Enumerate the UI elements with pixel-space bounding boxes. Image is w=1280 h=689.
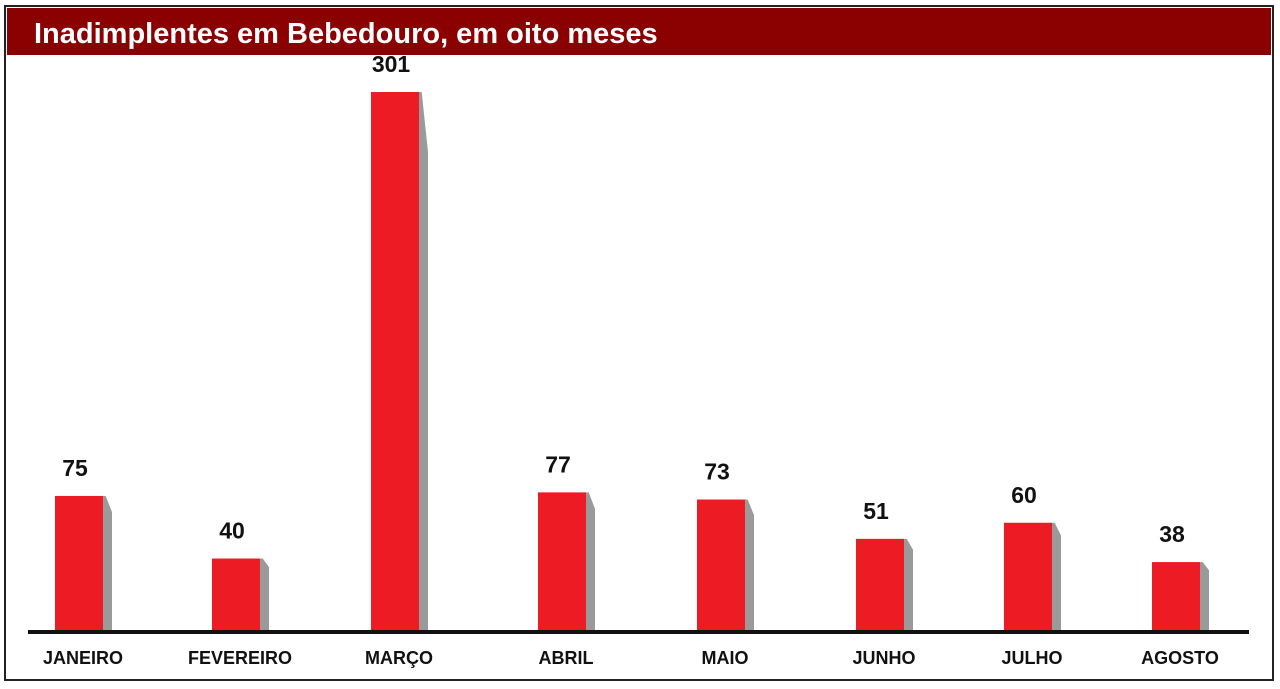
- x-tick-label: JUNHO: [852, 648, 915, 668]
- baseline: [28, 630, 1249, 634]
- chart-title: Inadimplentes em Bebedouro, em oito mese…: [34, 18, 658, 50]
- value-label: 40: [219, 518, 245, 544]
- x-tick-label: MARÇO: [365, 648, 433, 668]
- x-tick-label: AGOSTO: [1141, 648, 1219, 668]
- bar: [697, 499, 745, 630]
- bar-shadow: [745, 499, 754, 630]
- value-label: 60: [1011, 482, 1037, 508]
- bar-shadow: [904, 538, 913, 630]
- bar-shadow: [1200, 562, 1209, 630]
- bar-shadow: [1052, 522, 1061, 630]
- bar: [55, 495, 103, 630]
- value-label: 301: [372, 51, 411, 77]
- bar: [1004, 522, 1052, 630]
- bar: [1152, 562, 1200, 630]
- value-label: 77: [545, 451, 571, 477]
- bar-shadow: [586, 492, 595, 630]
- x-tick-label: JULHO: [1001, 648, 1062, 668]
- bar-shadow: [103, 495, 112, 630]
- x-tick-label: ABRIL: [539, 648, 594, 668]
- value-label: 75: [62, 455, 88, 481]
- bar: [371, 92, 419, 630]
- value-label: 38: [1159, 521, 1185, 547]
- x-tick-label: JANEIRO: [43, 648, 123, 668]
- bar: [538, 492, 586, 630]
- bar: [212, 558, 260, 630]
- bar-shadow: [419, 92, 428, 630]
- title-bar: [7, 8, 1271, 55]
- bar-shadow: [260, 558, 269, 630]
- x-tick-label: FEVEREIRO: [188, 648, 292, 668]
- frame: [4, 5, 1274, 681]
- bar: [856, 538, 904, 630]
- x-tick-label: MAIO: [702, 648, 749, 668]
- value-label: 73: [704, 459, 730, 485]
- value-label: 51: [863, 498, 889, 524]
